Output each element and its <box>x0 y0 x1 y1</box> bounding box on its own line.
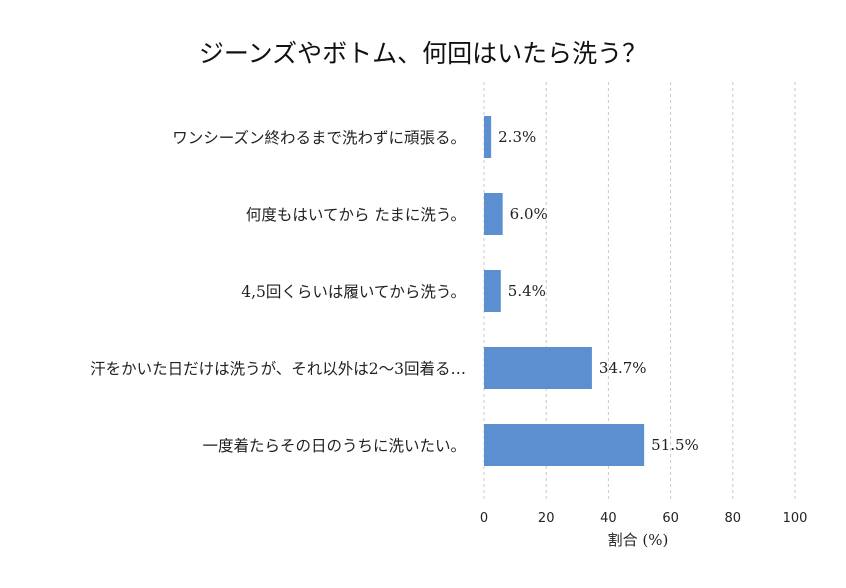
category-label: 何度もはいてから たまに洗う。 <box>246 206 466 224</box>
bar <box>484 116 492 158</box>
bar-value-label: 34.7% <box>599 359 647 377</box>
x-tick-label: 60 <box>662 511 679 526</box>
x-axis-label: 割合 (%) <box>608 531 669 549</box>
label-layer: 2.3% ワンシーズン終わるまで洗わずに頑張る。 6.0% 何度もはいてから たまに洗… <box>90 128 699 455</box>
x-tick-label: 20 <box>538 511 555 526</box>
x-tick-label: 0 <box>480 511 488 526</box>
tick-layer: 0 20 40 60 80 100 <box>480 511 808 526</box>
bar <box>484 424 645 466</box>
bar <box>484 270 501 312</box>
category-label: 4,5回くらいは履いてから洗う。 <box>241 283 466 301</box>
x-tick-label: 100 <box>783 511 808 526</box>
bar-value-label: 2.3% <box>498 128 536 146</box>
bar <box>484 347 592 389</box>
bar-value-label: 6.0% <box>510 205 548 223</box>
x-tick-label: 80 <box>725 511 742 526</box>
bar-value-label: 5.4% <box>508 282 546 300</box>
x-tick-label: 40 <box>600 511 617 526</box>
bar-value-label: 51.5% <box>651 436 699 454</box>
bar-layer <box>484 116 645 466</box>
category-label: ワンシーズン終わるまで洗わずに頑張る。 <box>172 129 466 147</box>
bar <box>484 193 503 235</box>
category-label: 一度着たらその日のうちに洗いたい。 <box>202 437 466 455</box>
chart-title: ジーンズやボトム、何回はいたら洗う？ <box>199 39 647 68</box>
category-label: 汗をかいた日だけは洗うが、それ以外は2〜3回着る… <box>90 360 466 378</box>
